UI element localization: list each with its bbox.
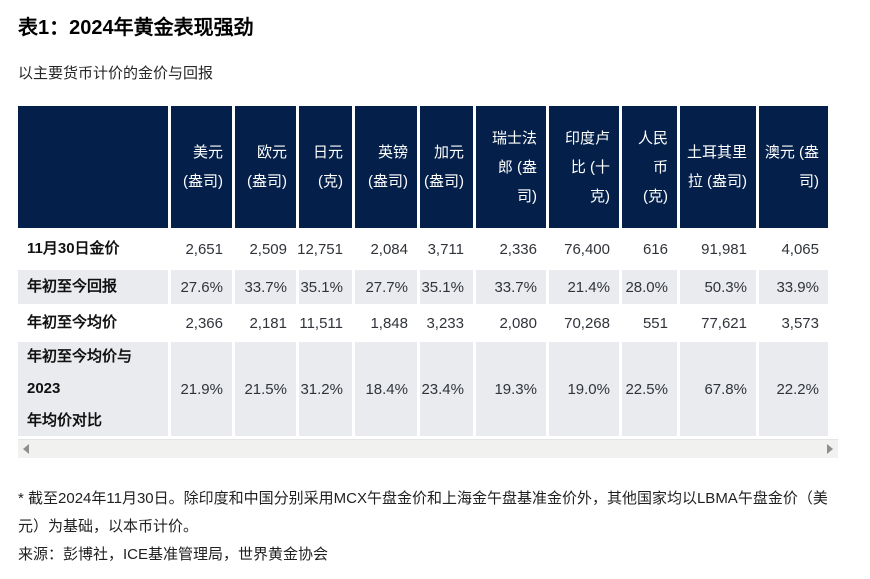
value-cell: 77,621 xyxy=(680,307,756,339)
value-cell: 50.3% xyxy=(680,270,756,304)
scroll-left-arrow-icon[interactable] xyxy=(23,444,29,454)
page-title: 表1：2024年黄金表现强劲 xyxy=(18,17,254,39)
value-cell: 3,233 xyxy=(420,307,473,339)
value-cell: 76,400 xyxy=(549,231,619,267)
value-cell: 35.1% xyxy=(299,270,352,304)
value-cell: 67.8% xyxy=(680,342,756,436)
row-label: 年初至今回报 xyxy=(18,270,168,304)
table-subtitle: 以主要货币计价的金价与回报 xyxy=(18,65,214,82)
value-cell: 28.0% xyxy=(622,270,677,304)
column-header-aud: 澳元 (盎司) xyxy=(759,106,828,228)
value-cell: 2,509 xyxy=(235,231,296,267)
table-row-price-nov30: 11月30日金价 2,651 2,509 12,751 2,084 3,711 … xyxy=(18,231,828,267)
value-cell: 33.7% xyxy=(235,270,296,304)
value-cell: 21.5% xyxy=(235,342,296,436)
value-cell: 35.1% xyxy=(420,270,473,304)
table-row-ytd-average: 年初至今均价 2,366 2,181 11,511 1,848 3,233 2,… xyxy=(18,307,828,339)
value-cell: 3,573 xyxy=(759,307,828,339)
value-cell: 23.4% xyxy=(420,342,473,436)
column-header-eur: 欧元 (盎司) xyxy=(235,106,296,228)
gold-performance-table: 美元 (盎司) 欧元 (盎司) 日元 (克) 英镑 (盎司) 加元 (盎司) 瑞… xyxy=(18,106,828,436)
value-cell: 22.2% xyxy=(759,342,828,436)
column-header-jpy: 日元 (克) xyxy=(299,106,352,228)
row-label: 年初至今均价 xyxy=(18,307,168,339)
column-header-inr: 印度卢比 (十克) xyxy=(549,106,619,228)
value-cell: 21.9% xyxy=(171,342,232,436)
value-cell: 27.6% xyxy=(171,270,232,304)
row-label: 11月30日金价 xyxy=(18,231,168,267)
value-cell: 21.4% xyxy=(549,270,619,304)
column-header-try: 土耳其里拉 (盎司) xyxy=(680,106,756,228)
value-cell: 31.2% xyxy=(299,342,352,436)
source-line: 来源：彭博社，ICE基准管理局，世界黄金协会 xyxy=(18,546,329,563)
scroll-right-arrow-icon[interactable] xyxy=(827,444,833,454)
table-horizontal-scrollbar[interactable] xyxy=(18,439,838,458)
value-cell: 2,336 xyxy=(476,231,546,267)
value-cell: 1,848 xyxy=(355,307,417,339)
table-header-row: 美元 (盎司) 欧元 (盎司) 日元 (克) 英镑 (盎司) 加元 (盎司) 瑞… xyxy=(18,106,828,228)
value-cell: 19.0% xyxy=(549,342,619,436)
value-cell: 616 xyxy=(622,231,677,267)
value-cell: 2,366 xyxy=(171,307,232,339)
value-cell: 3,711 xyxy=(420,231,473,267)
value-cell: 2,080 xyxy=(476,307,546,339)
column-header-cad: 加元 (盎司) xyxy=(420,106,473,228)
row-label: 年初至今均价与 2023 年均价对比 xyxy=(18,342,168,436)
value-cell: 2,181 xyxy=(235,307,296,339)
table-row-avg-vs-2023: 年初至今均价与 2023 年均价对比 21.9% 21.5% 31.2% 18.… xyxy=(18,342,828,436)
value-cell: 22.5% xyxy=(622,342,677,436)
value-cell: 70,268 xyxy=(549,307,619,339)
value-cell: 4,065 xyxy=(759,231,828,267)
table-row-ytd-return: 年初至今回报 27.6% 33.7% 35.1% 27.7% 35.1% 33.… xyxy=(18,270,828,304)
value-cell: 2,651 xyxy=(171,231,232,267)
column-header-usd: 美元 (盎司) xyxy=(171,106,232,228)
value-cell: 12,751 xyxy=(297,231,352,267)
column-header-cny: 人民币 (克) xyxy=(622,106,677,228)
header-corner-cell xyxy=(18,106,168,228)
value-cell: 33.7% xyxy=(476,270,546,304)
value-cell: 18.4% xyxy=(355,342,417,436)
column-header-chf: 瑞士法郎 (盎司) xyxy=(476,106,546,228)
value-cell: 11,511 xyxy=(299,307,352,339)
column-header-gbp: 英镑 (盎司) xyxy=(355,106,417,228)
value-cell: 27.7% xyxy=(355,270,417,304)
value-cell: 2,084 xyxy=(355,231,417,267)
value-cell: 19.3% xyxy=(476,342,546,436)
page: 表1：2024年黄金表现强劲 以主要货币计价的金价与回报 美元 (盎司) 欧元 … xyxy=(0,14,870,569)
value-cell: 551 xyxy=(622,307,677,339)
footnote: * 截至2024年11月30日。除印度和中国分别采用MCX午盘金价和上海金午盘基… xyxy=(18,490,828,535)
value-cell: 91,981 xyxy=(680,231,756,267)
value-cell: 33.9% xyxy=(759,270,828,304)
